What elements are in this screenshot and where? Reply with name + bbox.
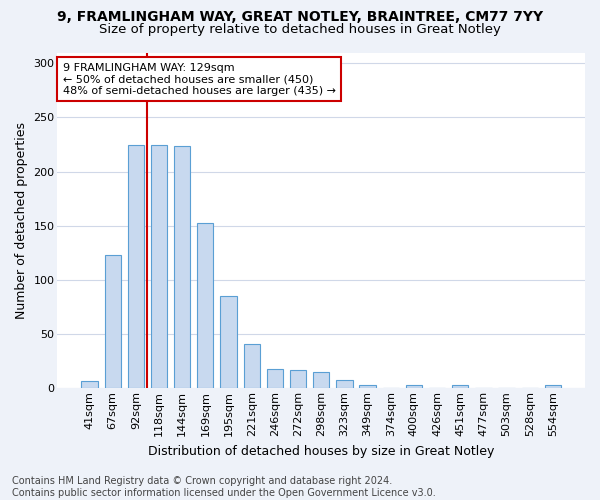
Bar: [197, 222, 214, 388]
Text: 9, FRAMLINGHAM WAY, GREAT NOTLEY, BRAINTREE, CM77 7YY: 9, FRAMLINGHAM WAY, GREAT NOTLEY, BRAINT…: [57, 10, 543, 24]
Bar: [244, 344, 260, 389]
Text: Contains HM Land Registry data © Crown copyright and database right 2024.
Contai: Contains HM Land Registry data © Crown c…: [12, 476, 436, 498]
Text: Size of property relative to detached houses in Great Notley: Size of property relative to detached ho…: [99, 22, 501, 36]
Bar: [359, 385, 376, 388]
Bar: [220, 296, 236, 388]
Bar: [290, 370, 306, 388]
Bar: [104, 255, 121, 388]
X-axis label: Distribution of detached houses by size in Great Notley: Distribution of detached houses by size …: [148, 444, 494, 458]
Bar: [82, 380, 98, 388]
Bar: [267, 369, 283, 388]
Bar: [174, 146, 190, 388]
Bar: [151, 144, 167, 388]
Bar: [336, 380, 353, 388]
Bar: [452, 385, 469, 388]
Bar: [406, 385, 422, 388]
Y-axis label: Number of detached properties: Number of detached properties: [15, 122, 28, 319]
Bar: [128, 144, 144, 388]
Text: 9 FRAMLINGHAM WAY: 129sqm
← 50% of detached houses are smaller (450)
48% of semi: 9 FRAMLINGHAM WAY: 129sqm ← 50% of detac…: [63, 62, 336, 96]
Bar: [313, 372, 329, 388]
Bar: [545, 385, 561, 388]
